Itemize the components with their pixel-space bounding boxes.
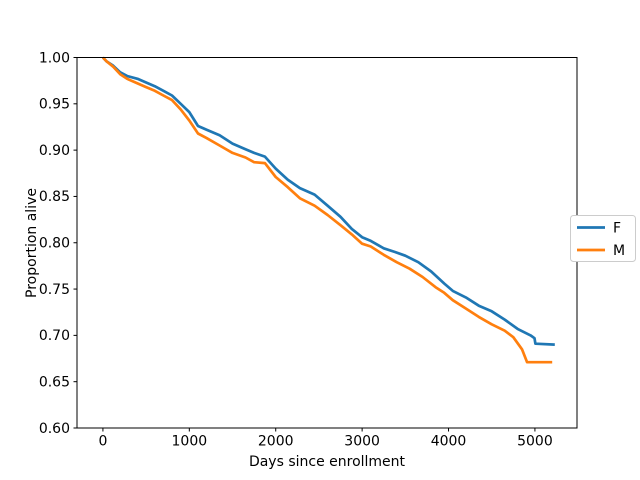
y-tick-label: 0.85 <box>39 189 70 205</box>
legend-box <box>570 215 636 262</box>
plot-area: 0 1000 2000 3000 4000 5000 1.00 0.95 0.90 0.85 0.8… <box>39 50 578 450</box>
y-tick-label: 0.70 <box>39 328 70 344</box>
series-line-F <box>101 56 555 346</box>
y-tick-label: 0.90 <box>39 143 70 159</box>
y-tick-label: 0.80 <box>39 236 70 252</box>
x-axis-title: Days since enrollment <box>249 454 406 470</box>
axes-spines <box>76 57 578 429</box>
y-axis-title: Proportion alive <box>24 188 40 298</box>
series-line-M <box>101 56 553 364</box>
x-tick-label: 2000 <box>258 434 294 450</box>
x-tick-label: 1000 <box>172 434 208 450</box>
x-tick-label: 4000 <box>431 434 467 450</box>
x-tick-label: 3000 <box>344 434 380 450</box>
x-tick-label: 5000 <box>517 434 553 450</box>
y-tick-label: 0.95 <box>39 97 70 113</box>
legend-label-M: M <box>613 243 625 259</box>
x-tick-label: 0 <box>98 434 107 450</box>
legend-label-F: F <box>613 221 621 237</box>
y-tick-label: 0.75 <box>39 282 70 298</box>
y-tick-label: 0.65 <box>39 374 70 390</box>
y-tick-label: 1.00 <box>39 50 70 66</box>
legend: F M <box>570 215 636 262</box>
y-tick-label: 0.60 <box>39 421 70 437</box>
